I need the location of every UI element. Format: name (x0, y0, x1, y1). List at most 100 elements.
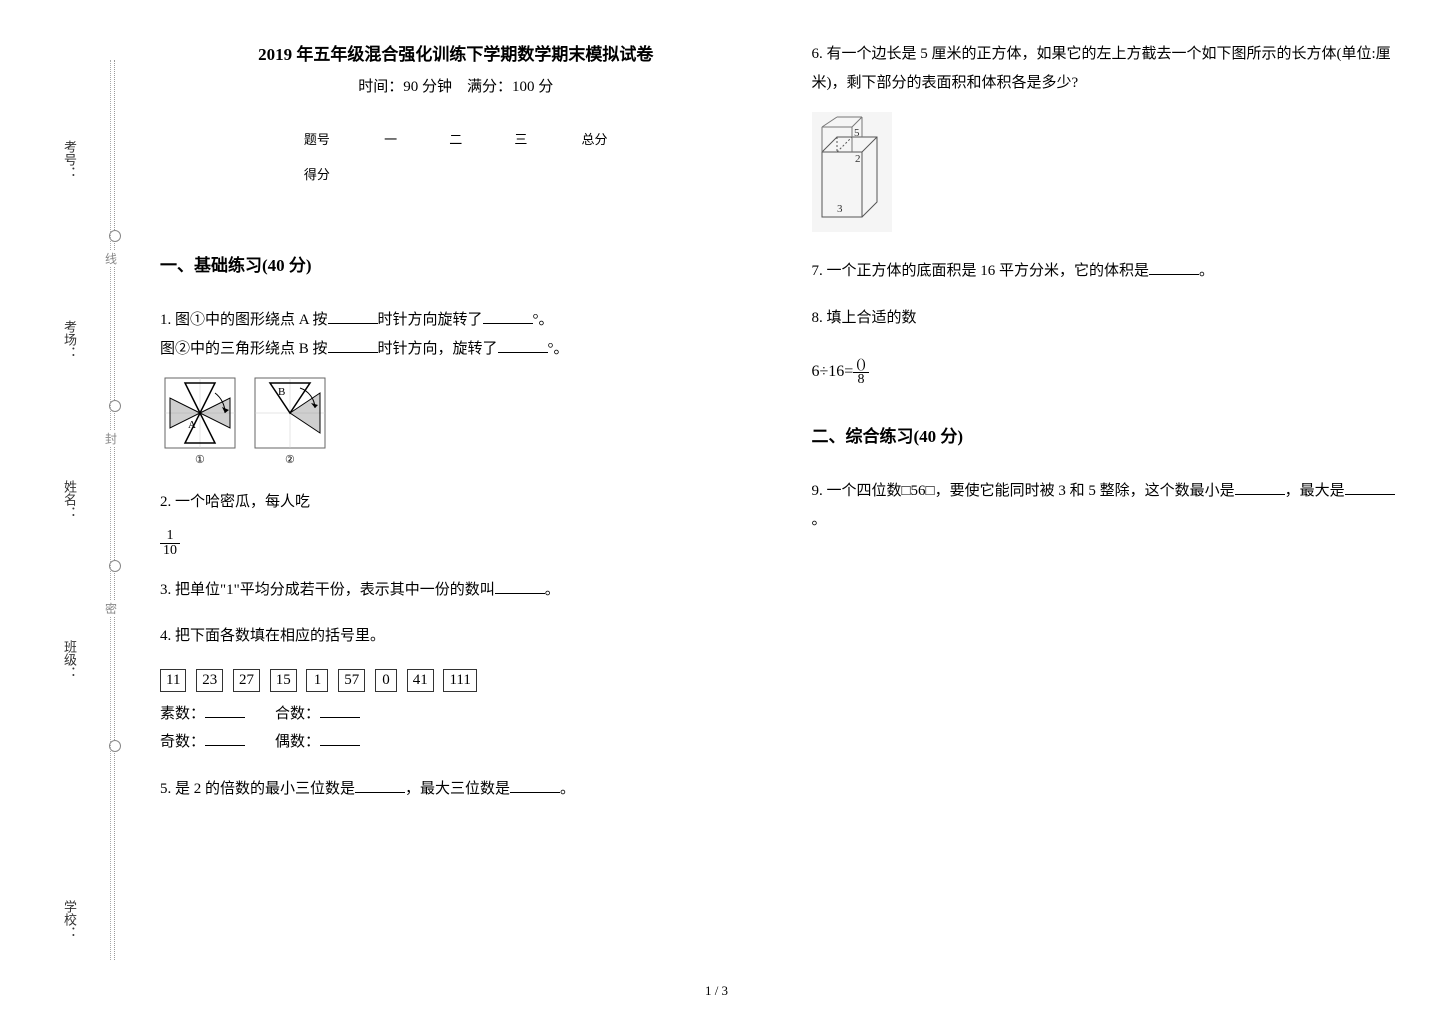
score-header: 一 (358, 121, 423, 156)
number-box: 23 (196, 669, 223, 692)
table-row: 题号 一 二 三 总分 (276, 121, 636, 156)
fraction-num: () (853, 358, 868, 373)
svg-text:②: ② (285, 454, 295, 466)
question-1: 1. 图①中的图形绕点 A 按时针方向旋转了°。 图②中的三角形绕点 B 按时针… (160, 306, 752, 468)
blank (510, 779, 560, 793)
blank (328, 339, 378, 353)
q2-text: 2. 一个哈密瓜，每人吃 (160, 494, 310, 510)
blank (1149, 261, 1199, 275)
exam-room-label: 考场： (60, 320, 79, 359)
q5-text: ，最大三位数是 (405, 781, 510, 797)
q1-text: 时针方向旋转了 (378, 312, 483, 328)
blank (498, 339, 548, 353)
number-box: 1 (306, 669, 328, 692)
blank (1345, 481, 1395, 495)
content-area: 2019 年五年级混合强化训练下学期数学期末模拟试卷 时间：90 分钟 满分：1… (160, 40, 1403, 981)
q1-text: 1. 图①中的图形绕点 A 按 (160, 312, 328, 328)
table-row: 得分 (276, 156, 636, 191)
cube-svg: 5 2 3 (812, 112, 892, 232)
seal-char: 封 (105, 430, 117, 447)
subtitle: 时间：90 分钟 满分：100 分 (160, 75, 752, 96)
question-8: 8. 填上合适的数 6÷16=()8 (812, 304, 1404, 388)
number-box: 27 (233, 669, 260, 692)
q5-text: 5. 是 2 的倍数的最小三位数是 (160, 781, 355, 797)
q1-text: °。 (548, 341, 569, 357)
q4-number-boxes: 11 23 27 15 1 57 0 41 111 (160, 669, 752, 692)
question-9: 9. 一个四位数□56□，要使它能同时被 3 和 5 整除，这个数最小是 ，最大是… (812, 477, 1404, 534)
question-4: 4. 把下面各数填在相应的括号里。 (160, 622, 752, 651)
blank (320, 704, 360, 718)
q3-text: 3. 把单位"1"平均分成若干份，表示其中一份的数叫 (160, 582, 495, 598)
question-5: 5. 是 2 的倍数的最小三位数是 ，最大三位数是 。 (160, 775, 752, 804)
svg-text:3: 3 (837, 203, 843, 215)
q4-odd-label: 奇数： (160, 734, 205, 750)
number-box: 111 (443, 669, 476, 692)
svg-text:B: B (278, 386, 285, 398)
svg-text:①: ① (195, 454, 205, 466)
score-header: 二 (423, 121, 488, 156)
q9-text: 。 (812, 512, 827, 528)
q3-text: 。 (545, 582, 560, 598)
q4-prime-label: 素数： (160, 706, 205, 722)
blank (205, 732, 245, 746)
blank (495, 580, 545, 594)
class-label: 班级： (60, 640, 79, 679)
fraction: 1 10 (160, 529, 180, 558)
seal-char: 密 (105, 600, 117, 617)
blank (328, 310, 378, 324)
q9-text: ，最大是 (1285, 483, 1345, 499)
rotation-figure-svg: A ① B ② (160, 373, 330, 468)
question-6: 6. 有一个边长是 5 厘米的正方体，如果它的左上方截去一个如下图所示的长方体(… (812, 40, 1404, 232)
q1-text: °。 (533, 312, 554, 328)
question-2: 2. 一个哈密瓜，每人吃 1 10 (160, 488, 752, 558)
q4-even-label: 偶数： (275, 734, 320, 750)
q6-cube-figure: 5 2 3 (812, 112, 892, 232)
school-label: 学校： (60, 900, 79, 939)
blank (355, 779, 405, 793)
q7-text: 。 (1199, 263, 1214, 279)
blank (483, 310, 533, 324)
page-number: 1 / 3 (705, 983, 728, 999)
score-header: 题号 (276, 121, 358, 156)
seal-char: 线 (105, 250, 117, 267)
fraction-den: 10 (160, 544, 180, 558)
q8-eq-left: 6÷16= (812, 363, 854, 380)
q6-text: 6. 有一个边长是 5 厘米的正方体，如果它的左上方截去一个如下图所示的长方体(… (812, 46, 1391, 91)
score-row-label: 得分 (276, 156, 358, 191)
page-title: 2019 年五年级混合强化训练下学期数学期末模拟试卷 (160, 40, 752, 65)
q1-figure: A ① B ② (160, 373, 752, 468)
question-7: 7. 一个正方体的底面积是 16 平方分米，它的体积是 。 (812, 257, 1404, 286)
fraction-den: 8 (853, 373, 868, 387)
q1-text: 时针方向，旋转了 (378, 341, 498, 357)
number-box: 11 (160, 669, 186, 692)
exam-number-label: 考号： (60, 140, 79, 179)
section-title-2: 二、综合练习(40 分) (812, 422, 1404, 447)
svg-text:A: A (188, 419, 196, 431)
q9-text: 9. 一个四位数□56□，要使它能同时被 3 和 5 整除，这个数最小是 (812, 483, 1235, 499)
q4-text: 4. 把下面各数填在相应的括号里。 (160, 628, 385, 644)
score-cell (423, 156, 488, 191)
question-3: 3. 把单位"1"平均分成若干份，表示其中一份的数叫 。 (160, 576, 752, 605)
q7-text: 7. 一个正方体的底面积是 16 平方分米，它的体积是 (812, 263, 1150, 279)
fraction: ()8 (853, 358, 868, 387)
q8-text: 8. 填上合适的数 (812, 310, 917, 326)
number-box: 41 (407, 669, 434, 692)
q5-text: 。 (560, 781, 575, 797)
svg-text:2: 2 (855, 153, 861, 165)
score-header: 总分 (553, 121, 635, 156)
score-header: 三 (488, 121, 553, 156)
blank (205, 704, 245, 718)
fraction-num: 1 (160, 529, 180, 544)
number-box: 57 (338, 669, 365, 692)
seal-line (110, 60, 111, 960)
svg-text:5: 5 (854, 127, 860, 139)
score-cell (358, 156, 423, 191)
q4-composite-label: 合数： (275, 706, 320, 722)
number-box: 15 (270, 669, 297, 692)
side-info-panel: 考号： 考场： 姓名： 班级： 学校： (55, 60, 115, 960)
section-title-1: 一、基础练习(40 分) (160, 251, 752, 276)
blank (1235, 481, 1285, 495)
number-box: 0 (375, 669, 397, 692)
score-cell (553, 156, 635, 191)
score-table: 题号 一 二 三 总分 得分 (276, 121, 636, 191)
